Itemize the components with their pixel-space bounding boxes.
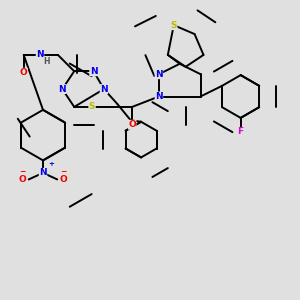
Text: N: N	[90, 67, 97, 76]
Text: O: O	[20, 68, 28, 77]
Text: F: F	[238, 128, 244, 136]
Text: N: N	[100, 85, 108, 94]
Text: O: O	[59, 175, 67, 184]
Text: O: O	[128, 120, 136, 129]
Text: S: S	[89, 102, 95, 111]
Text: H: H	[43, 57, 50, 66]
Text: N: N	[155, 70, 163, 79]
Text: N: N	[58, 85, 66, 94]
Text: N: N	[36, 50, 44, 59]
Text: −: −	[60, 167, 66, 176]
Text: +: +	[48, 161, 54, 167]
Text: N: N	[155, 92, 163, 101]
Text: O: O	[19, 175, 27, 184]
Text: −: −	[19, 167, 26, 176]
Text: N: N	[39, 168, 47, 177]
Text: S: S	[170, 21, 177, 30]
